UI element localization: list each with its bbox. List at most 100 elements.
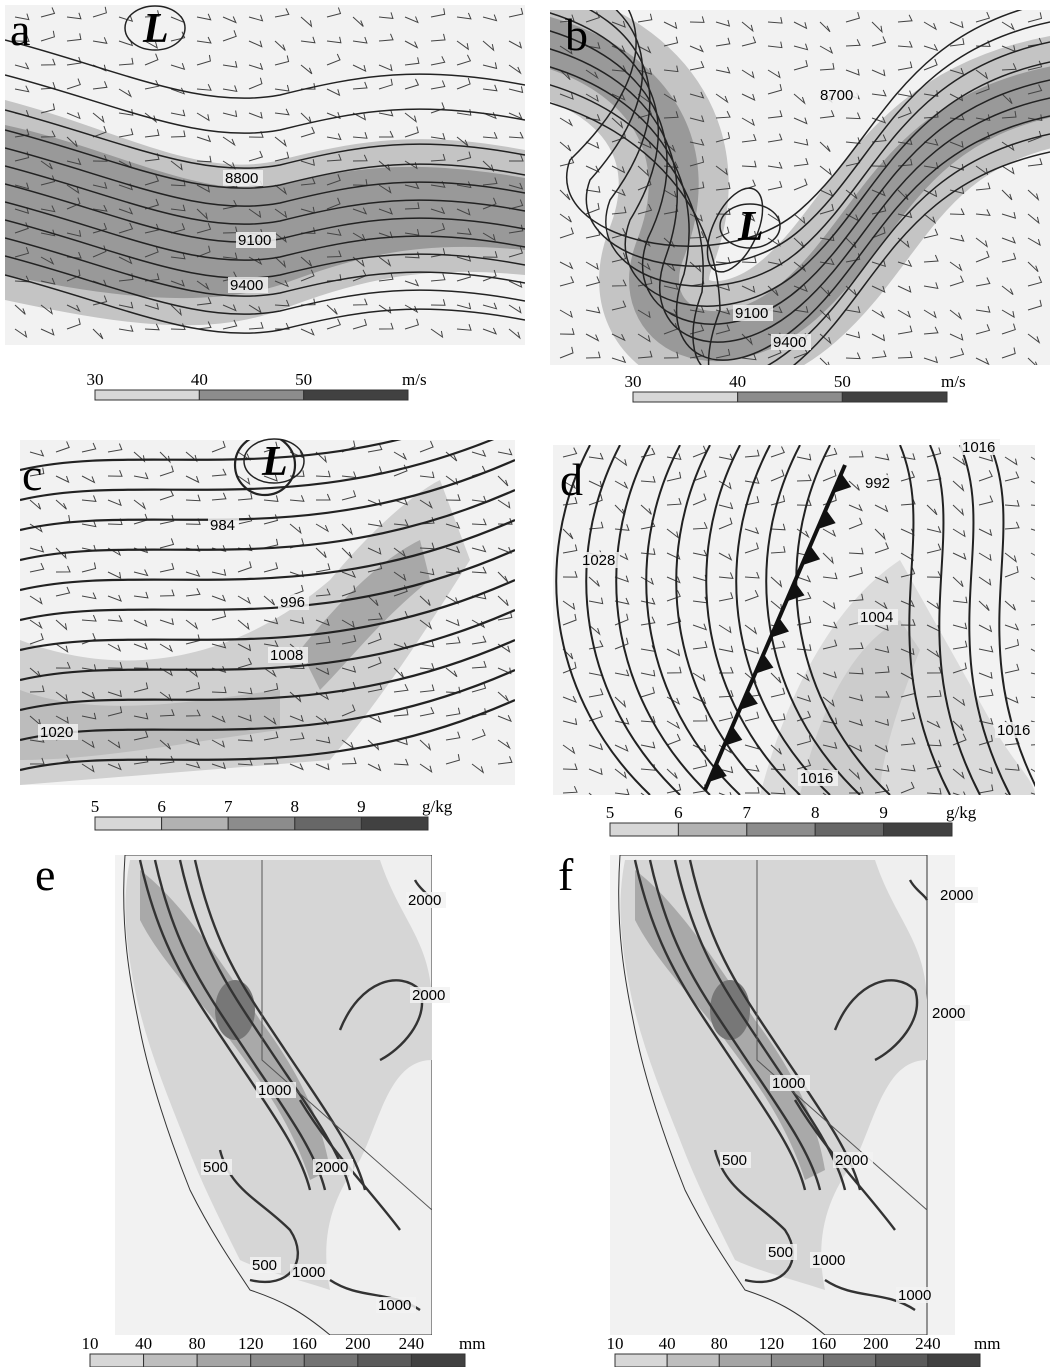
wind-barb (559, 117, 574, 127)
wind-barb (975, 209, 991, 216)
panel-label: e (35, 849, 55, 900)
wind-barb (341, 585, 356, 597)
wind-barb (185, 569, 201, 578)
wind-barb (222, 16, 237, 24)
wind-barb (66, 197, 81, 210)
wind-barb (274, 256, 287, 269)
wind-barb (263, 715, 277, 726)
wind-barb (614, 788, 630, 795)
wind-barb (744, 571, 760, 579)
wind-barb (341, 704, 356, 717)
wind-barb (871, 134, 887, 143)
wind-barb (341, 547, 353, 559)
wind-barb (118, 207, 134, 215)
wind-barb (445, 686, 461, 694)
wind-barb (663, 21, 678, 30)
contour-line (929, 445, 981, 795)
wind-barb (107, 763, 122, 771)
wind-barb (159, 643, 174, 653)
contour-line (675, 445, 771, 795)
wind-barb (640, 597, 656, 605)
wind-barb (237, 714, 252, 722)
wind-barb (559, 227, 574, 239)
wind-barb (819, 165, 833, 176)
wind-barb (508, 7, 524, 18)
wind-barb (975, 69, 989, 80)
wind-barb (315, 547, 327, 558)
contour-label: 1028 (582, 552, 615, 569)
wind-barb (352, 36, 368, 44)
wind-barb (508, 246, 524, 258)
wind-barb (897, 351, 913, 359)
wind-barb (819, 357, 830, 365)
wind-barb (692, 672, 706, 682)
moisture-shading (300, 540, 430, 690)
wind-barb (185, 451, 198, 463)
label-background (278, 594, 309, 610)
wind-barb (949, 348, 965, 359)
wind-barb (508, 182, 524, 190)
contour-line (793, 1099, 896, 1231)
wind-barb (497, 691, 509, 702)
contour-label: 1000 (898, 1287, 931, 1304)
colorbar-tick-label: 40 (659, 1334, 676, 1353)
wind-barb (170, 63, 186, 70)
wind-barb (796, 474, 812, 482)
wind-barb (767, 16, 783, 24)
contour-label: 1016 (800, 770, 833, 787)
wind-barb (666, 666, 682, 674)
wind-barb (1001, 211, 1017, 219)
wind-barb (29, 467, 45, 477)
wind-barb (352, 132, 368, 139)
contour-line (566, 10, 1023, 247)
contour-line (5, 201, 525, 261)
wind-barb (55, 565, 71, 573)
wind-barb (689, 324, 705, 335)
wind-barb (263, 474, 278, 482)
wind-barb (404, 228, 420, 236)
wind-barb (81, 562, 97, 573)
precip-shading (215, 980, 255, 1040)
wind-barb (1027, 84, 1043, 95)
wind-barb (508, 224, 524, 234)
wind-barb (715, 132, 731, 143)
wind-barb (822, 469, 837, 482)
wind-barb (508, 112, 523, 120)
wind-barb (819, 285, 831, 297)
wind-barb (66, 56, 82, 66)
wind-barb (497, 611, 513, 621)
label-background (376, 1297, 416, 1313)
wind-barb (497, 448, 513, 456)
wind-barb (66, 318, 81, 330)
wind-barb (796, 453, 812, 461)
wind-barb (640, 669, 656, 677)
wind-barb (745, 786, 760, 794)
wind-barb (744, 449, 760, 458)
wind-barb (874, 453, 890, 461)
low-outline (243, 438, 305, 484)
wind-barb (1004, 696, 1019, 704)
map-panel (553, 445, 1035, 795)
wind-barb (559, 92, 574, 100)
contour-line (20, 608, 515, 682)
contour-label: 1016 (962, 439, 995, 456)
wind-barb (897, 285, 912, 293)
wind-barb (822, 552, 834, 565)
wind-barb (92, 182, 108, 189)
wind-barb (715, 284, 731, 291)
wind-barb (822, 696, 835, 708)
wind-barb (1004, 456, 1018, 466)
wind-barb (793, 237, 805, 248)
wind-barb (897, 259, 913, 268)
wind-barb (640, 548, 656, 555)
wind-barb (923, 189, 938, 198)
colorbar-tick-label: 40 (191, 370, 208, 389)
wind-barb (289, 732, 305, 741)
wind-barb (1004, 639, 1020, 650)
label-background (896, 1287, 936, 1303)
wind-barb (770, 495, 786, 506)
wind-barb (81, 495, 97, 502)
wind-barb (640, 616, 656, 626)
wind-barb (923, 228, 939, 239)
